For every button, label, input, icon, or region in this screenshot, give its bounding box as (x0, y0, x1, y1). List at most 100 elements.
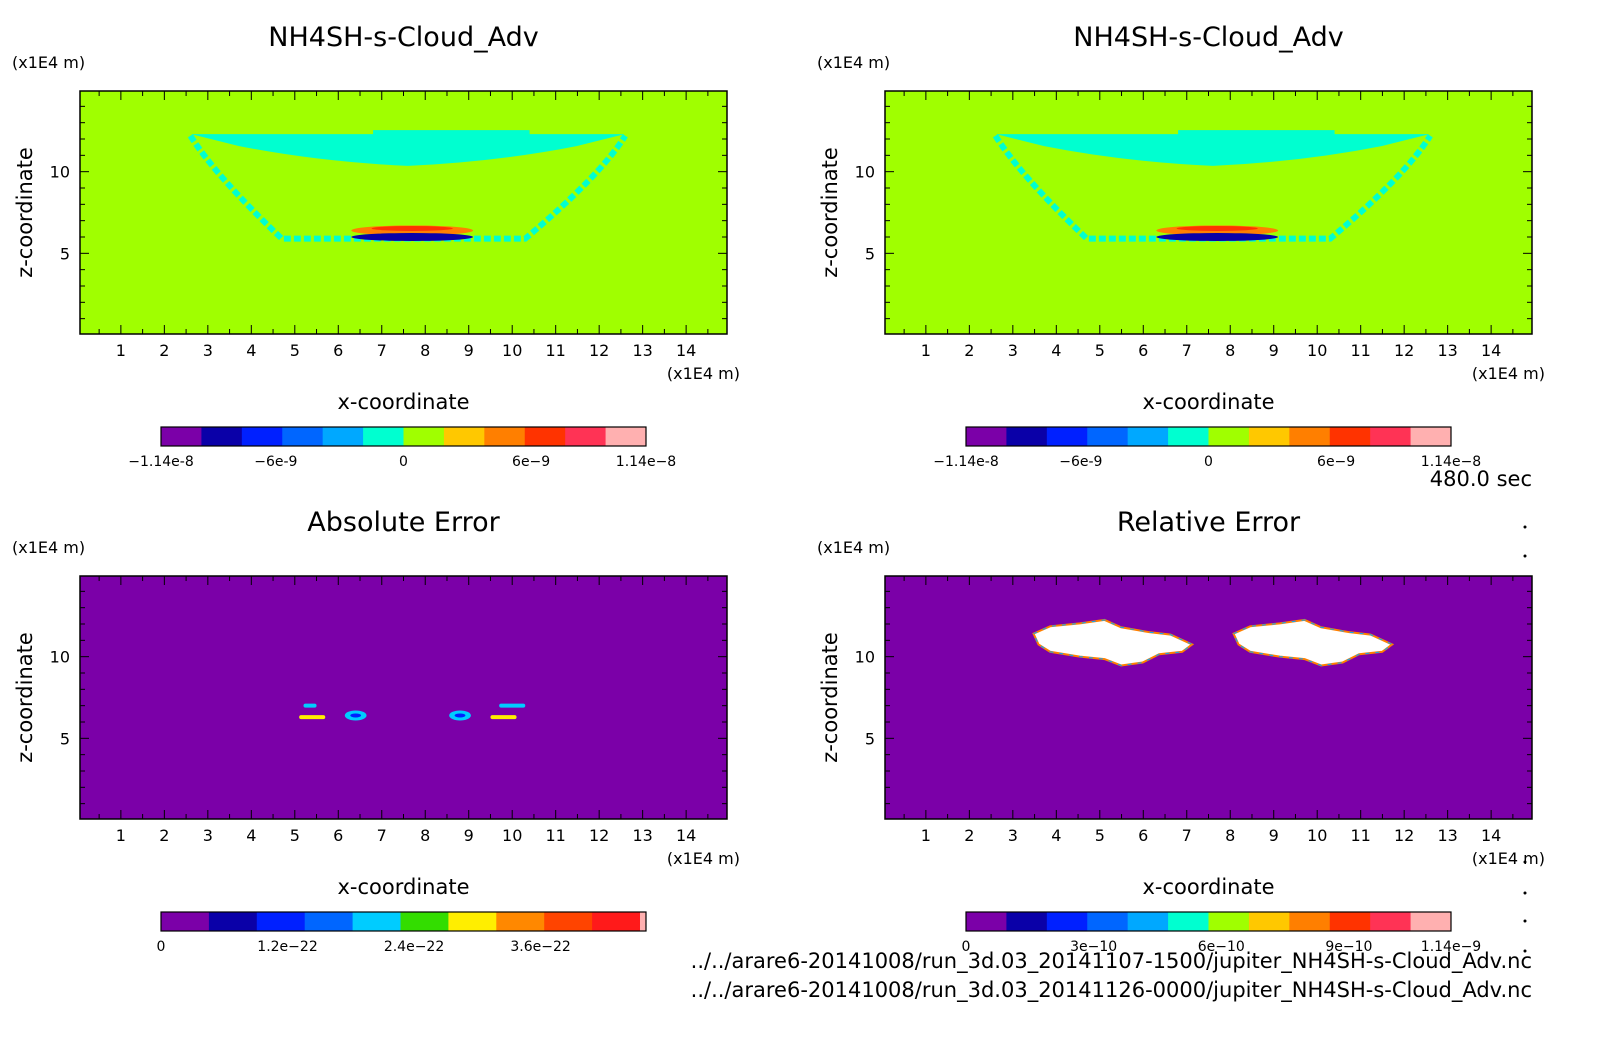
colorbar-segment (1289, 427, 1331, 446)
x-tick-label: 9 (464, 341, 474, 360)
y-tick-label: 5 (865, 729, 875, 748)
y-axis-label: z-coordinate (13, 632, 37, 763)
x-unit-label: (x1E4 m) (1472, 849, 1545, 868)
x-tick-label: 3 (1008, 826, 1018, 845)
colorbar-label: 6e−10 (1198, 939, 1245, 955)
error-blob-core (350, 713, 362, 718)
colorbar-segment (1006, 427, 1048, 446)
cloud-band (996, 134, 1430, 166)
colorbar-segment (1410, 427, 1452, 446)
x-tick-label: 11 (1351, 341, 1371, 360)
colorbar-segment (1208, 427, 1250, 446)
colorbar-segment (1168, 912, 1209, 931)
colorbar-segment (1127, 427, 1169, 446)
y-tick-label: 5 (60, 729, 70, 748)
x-axis-label: x-coordinate (337, 875, 469, 899)
x-unit-label: (x1E4 m) (667, 364, 740, 383)
cloud-band-top (373, 130, 530, 137)
x-tick-label: 13 (632, 826, 652, 845)
colorbar-frame (965, 911, 1452, 932)
x-tick-label: 13 (1437, 341, 1457, 360)
x-axis-label: x-coordinate (337, 390, 469, 414)
colorbar-segment (1208, 912, 1250, 931)
x-unit-label: (x1E4 m) (1472, 364, 1545, 383)
colorbar-segment (1329, 912, 1371, 931)
colorbar-segment (256, 912, 306, 931)
colorbar-label: 9e−10 (1325, 939, 1372, 955)
colorbar-segment (208, 912, 258, 931)
margin-dot (1523, 949, 1527, 953)
colorbar-segment (1087, 912, 1129, 931)
colorbar-segment (448, 912, 497, 931)
error-streak (499, 703, 526, 708)
colorbar-label: 1.2e−22 (257, 939, 317, 955)
x-tick-label: 14 (1481, 341, 1501, 360)
dipole-positive-core (1176, 225, 1258, 231)
colorbar-segment (1289, 912, 1331, 931)
x-tick-label: 9 (1269, 826, 1279, 845)
x-tick-label: 7 (377, 341, 387, 360)
footer-file-path-1: ../../arare6-20141008/run_3d.03_20141107… (690, 949, 1532, 973)
y-axis-label: z-coordinate (13, 147, 37, 278)
colorbar-segment (592, 912, 641, 931)
cloud-outline (187, 134, 628, 242)
colorbar-segment (1127, 912, 1169, 931)
colorbar-segment (304, 912, 354, 931)
colorbar-segment (1248, 427, 1290, 446)
cloud-band (191, 134, 625, 166)
x-tick-label: 2 (159, 826, 169, 845)
colorbar-label: −1.14e-8 (128, 454, 193, 470)
panel-title: Relative Error (1117, 507, 1301, 538)
plot-field (299, 703, 526, 721)
x-tick-label: 6 (333, 341, 343, 360)
x-tick-label: 5 (1095, 826, 1105, 845)
panel-1: NH4SH-s-Cloud_Adv(x1E4 m)1 2 3 4 5 6 7 8 9 10 11 12… (12, 22, 740, 470)
x-tick-label: 11 (546, 826, 566, 845)
colorbar-frame (160, 911, 647, 932)
colorbar-segment (322, 427, 364, 446)
panel-4: Relative Error(x1E4 m)1 2 3 4 5 6 7 8 9 10 11 12 13 1… (817, 507, 1545, 955)
colorbar-label: 0 (962, 939, 971, 955)
colorbar-segment (1046, 427, 1088, 446)
colorbar-segment-end (640, 912, 646, 931)
colorbar-label: 3e−10 (1070, 939, 1117, 955)
colorbar-segment (484, 427, 526, 446)
colorbar-segment (161, 912, 210, 931)
colorbar-label: 1.14e−8 (1421, 454, 1481, 470)
colorbar-segment (966, 912, 1007, 931)
x-tick-label: 2 (964, 341, 974, 360)
x-tick-label: 7 (1182, 826, 1192, 845)
panel-title: NH4SH-s-Cloud_Adv (1073, 22, 1343, 53)
colorbar-segment (352, 912, 401, 931)
colorbar-label: −1.14e-8 (933, 454, 998, 470)
x-tick-label: 14 (676, 341, 696, 360)
x-tick-label: 8 (420, 826, 430, 845)
x-tick-label: 1 (921, 341, 931, 360)
y-unit-label: (x1E4 m) (12, 538, 85, 557)
plot-field (187, 130, 628, 242)
x-tick-label: 10 (502, 341, 522, 360)
y-tick-label: 10 (50, 648, 70, 667)
error-streak (303, 703, 317, 708)
colorbar-label: 1.14e−9 (1421, 939, 1481, 955)
y-unit-label: (x1E4 m) (817, 53, 890, 72)
plot-field (1032, 618, 1395, 667)
margin-dot (1523, 860, 1527, 864)
margin-dot (1523, 891, 1527, 895)
x-tick-label: 12 (1394, 826, 1414, 845)
colorbar-segment (1046, 912, 1088, 931)
colorbar-label: 6e−9 (512, 454, 550, 470)
cloud-outline (992, 134, 1433, 242)
colorbar-segment (966, 427, 1007, 446)
x-tick-label: 10 (1307, 826, 1327, 845)
colorbar-label: 2.4e−22 (384, 939, 444, 955)
x-tick-label: 1 (921, 826, 931, 845)
x-tick-label: 6 (1138, 341, 1148, 360)
colorbar-segment (400, 912, 449, 931)
y-tick-label: 5 (865, 244, 875, 263)
colorbar-label: 0 (1204, 454, 1213, 470)
x-tick-label: 10 (502, 826, 522, 845)
colorbar-segment (282, 427, 324, 446)
x-tick-label: 14 (1481, 826, 1501, 845)
colorbar-segment (363, 427, 404, 446)
